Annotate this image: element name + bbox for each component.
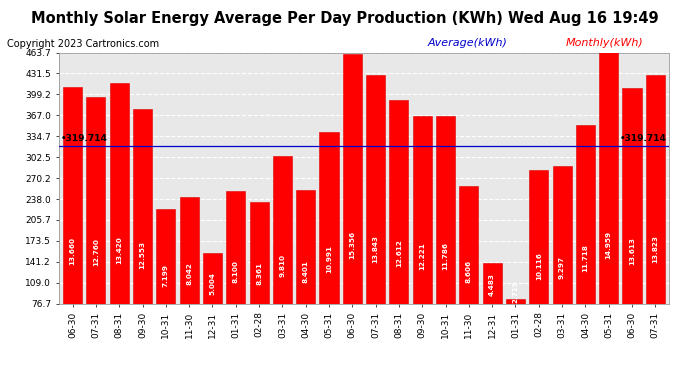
Text: 13.843: 13.843 <box>373 235 379 262</box>
Text: 8.100: 8.100 <box>233 261 239 284</box>
Text: 13.613: 13.613 <box>629 237 635 265</box>
Text: Average(kWh): Average(kWh) <box>428 38 508 48</box>
Bar <box>343 54 362 354</box>
Text: 12.760: 12.760 <box>93 238 99 267</box>
Bar <box>413 116 432 354</box>
Bar <box>226 190 246 354</box>
Text: 8.361: 8.361 <box>256 262 262 285</box>
Bar <box>529 170 549 354</box>
Text: 4.483: 4.483 <box>489 274 495 297</box>
Bar <box>482 263 502 354</box>
Bar <box>319 132 339 354</box>
Bar <box>203 253 222 354</box>
Text: 12.553: 12.553 <box>139 241 146 269</box>
Bar <box>599 53 618 354</box>
Bar <box>460 186 478 354</box>
Text: Monthly Solar Energy Average Per Day Production (KWh) Wed Aug 16 19:49: Monthly Solar Energy Average Per Day Pro… <box>31 11 659 26</box>
Text: 8.042: 8.042 <box>186 262 193 285</box>
Text: •319.714: •319.714 <box>620 134 667 143</box>
Bar <box>506 299 525 354</box>
Text: Monthly(kWh): Monthly(kWh) <box>566 38 644 48</box>
Bar <box>110 84 129 354</box>
Bar <box>250 201 268 354</box>
Bar <box>86 97 106 354</box>
Text: 10.116: 10.116 <box>535 252 542 280</box>
Text: 14.959: 14.959 <box>606 230 612 258</box>
Text: •319.714: •319.714 <box>61 134 108 143</box>
Text: 13.660: 13.660 <box>70 237 76 265</box>
Text: 8.606: 8.606 <box>466 260 472 282</box>
Text: 8.401: 8.401 <box>303 260 308 283</box>
Bar <box>133 109 152 354</box>
Text: 9.297: 9.297 <box>559 256 565 279</box>
Bar <box>436 116 455 354</box>
Bar <box>296 190 315 354</box>
Bar <box>553 166 571 354</box>
Text: Copyright 2023 Cartronics.com: Copyright 2023 Cartronics.com <box>7 39 159 50</box>
Bar <box>179 197 199 354</box>
Bar <box>366 75 385 354</box>
Text: 12.221: 12.221 <box>420 242 425 270</box>
Text: 7.199: 7.199 <box>163 264 169 286</box>
Text: 15.356: 15.356 <box>349 231 355 259</box>
Bar <box>622 88 642 354</box>
Text: 12.612: 12.612 <box>396 239 402 267</box>
Text: 13.420: 13.420 <box>116 236 122 264</box>
Bar <box>576 125 595 354</box>
Text: 13.823: 13.823 <box>652 235 658 262</box>
Text: 5.004: 5.004 <box>210 272 215 295</box>
Text: 11.718: 11.718 <box>582 244 589 272</box>
Text: 10.991: 10.991 <box>326 245 332 273</box>
Text: 9.810: 9.810 <box>279 254 286 277</box>
Text: 2.719: 2.719 <box>513 280 518 303</box>
Text: 11.786: 11.786 <box>442 242 448 270</box>
Bar <box>646 75 665 354</box>
Bar <box>157 209 175 354</box>
Bar <box>389 100 408 354</box>
Bar <box>273 156 292 354</box>
Bar <box>63 87 82 354</box>
